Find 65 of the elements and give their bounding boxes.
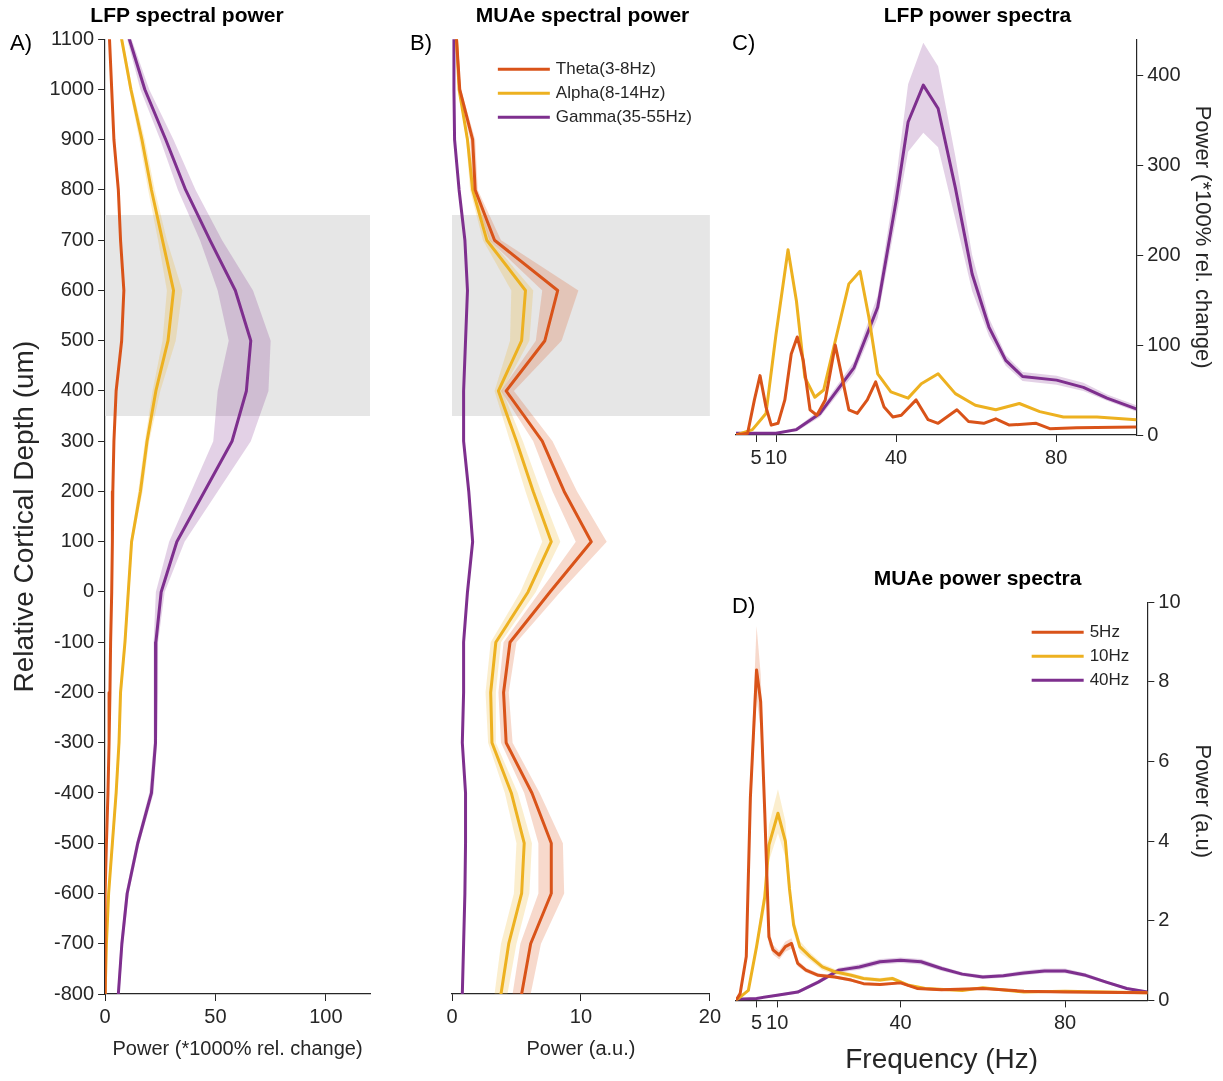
x-tick-label: 0 bbox=[99, 1004, 111, 1027]
x-axis-title: Power (*1000% rel. change) bbox=[112, 1036, 363, 1059]
y2-tick-label: 4 bbox=[1158, 828, 1170, 851]
y2-tick-label: 400 bbox=[1147, 62, 1181, 85]
legend-label: 10Hz bbox=[1089, 645, 1130, 665]
chart-title: MUAe spectral power bbox=[475, 3, 690, 27]
y2-tick-label: 6 bbox=[1158, 749, 1170, 771]
y-tick-label: -300 bbox=[54, 730, 95, 753]
y-tick-label: 1100 bbox=[51, 26, 95, 49]
x-tick-label: 5 bbox=[750, 445, 762, 468]
y-tick-label: 300 bbox=[60, 428, 95, 451]
x-axis-title: Power (a.u.) bbox=[526, 1036, 636, 1059]
x-tick-label: 80 bbox=[1053, 1010, 1077, 1033]
y-axis-title: Relative Cortical Depth (um) bbox=[7, 340, 39, 693]
x-tick-label: 100 bbox=[309, 1004, 343, 1027]
text: A) bbox=[10, 30, 32, 56]
y-tick-label: -100 bbox=[54, 629, 95, 652]
y2-tick-label: 0 bbox=[1147, 422, 1159, 445]
y2-tick-label: 2 bbox=[1158, 908, 1170, 931]
y-tick-label: -600 bbox=[54, 881, 95, 904]
y2-tick-label: 300 bbox=[1147, 152, 1181, 175]
y-tick-label: 400 bbox=[60, 378, 95, 401]
x-tick-label: 80 bbox=[1045, 445, 1068, 468]
legend-label: Gamma(35-55Hz) bbox=[555, 106, 692, 126]
x-tick-label: 10 bbox=[766, 1010, 789, 1033]
x-tick-label: 50 bbox=[204, 1004, 227, 1027]
y-tick-label: -500 bbox=[54, 830, 95, 853]
y-tick-label: 500 bbox=[60, 328, 95, 351]
y2-tick-label: 10 bbox=[1158, 589, 1181, 612]
x-tick-label: 40 bbox=[889, 1010, 912, 1033]
x-tick-label: 40 bbox=[884, 445, 908, 468]
x-tick-label: 5 bbox=[751, 1010, 763, 1033]
y-tick-label: -400 bbox=[54, 780, 95, 803]
y-tick-label: -800 bbox=[54, 981, 95, 1004]
text: B) bbox=[410, 30, 432, 56]
y2-tick-label: 0 bbox=[1158, 987, 1170, 1010]
y-tick-label: 900 bbox=[60, 127, 95, 150]
legend-label: 40Hz bbox=[1089, 669, 1130, 689]
x-axis-title: Frequency (Hz) bbox=[845, 1042, 1039, 1074]
y2-tick-label: 200 bbox=[1147, 242, 1181, 265]
y-tick-label: 100 bbox=[60, 529, 95, 552]
annotation: D) bbox=[732, 593, 756, 619]
x-tick-label: 10 bbox=[764, 445, 788, 468]
y-tick-label: 1000 bbox=[49, 76, 95, 99]
y2-tick-label: 8 bbox=[1158, 669, 1170, 692]
y-tick-label: 0 bbox=[82, 579, 95, 602]
y2-axis-title: Power (a.u) bbox=[1190, 744, 1216, 859]
legend-label: Theta(3-8Hz) bbox=[555, 58, 656, 78]
y-tick-label: 200 bbox=[60, 478, 95, 501]
legend-label: Alpha(8-14Hz) bbox=[555, 82, 666, 102]
y-tick-label: -700 bbox=[54, 931, 95, 954]
x-tick-label: 10 bbox=[569, 1004, 593, 1027]
chart-title: LFP spectral power bbox=[90, 3, 284, 27]
y-tick-label: 800 bbox=[60, 177, 95, 200]
y-tick-label: 600 bbox=[60, 277, 95, 300]
chart-title: MUAe power spectra bbox=[873, 566, 1082, 590]
legend-label: 5Hz bbox=[1089, 621, 1120, 641]
y-tick-label: 700 bbox=[60, 227, 95, 250]
annotation: C) bbox=[732, 30, 756, 56]
x-tick-label: 0 bbox=[446, 1004, 458, 1027]
y2-axis-title: Power (*100% rel. change) bbox=[1190, 105, 1216, 369]
y-tick-label: -200 bbox=[54, 680, 95, 702]
chart-title: LFP power spectra bbox=[883, 3, 1072, 27]
x-tick-label: 20 bbox=[698, 1004, 721, 1027]
y2-tick-label: 100 bbox=[1147, 332, 1181, 355]
